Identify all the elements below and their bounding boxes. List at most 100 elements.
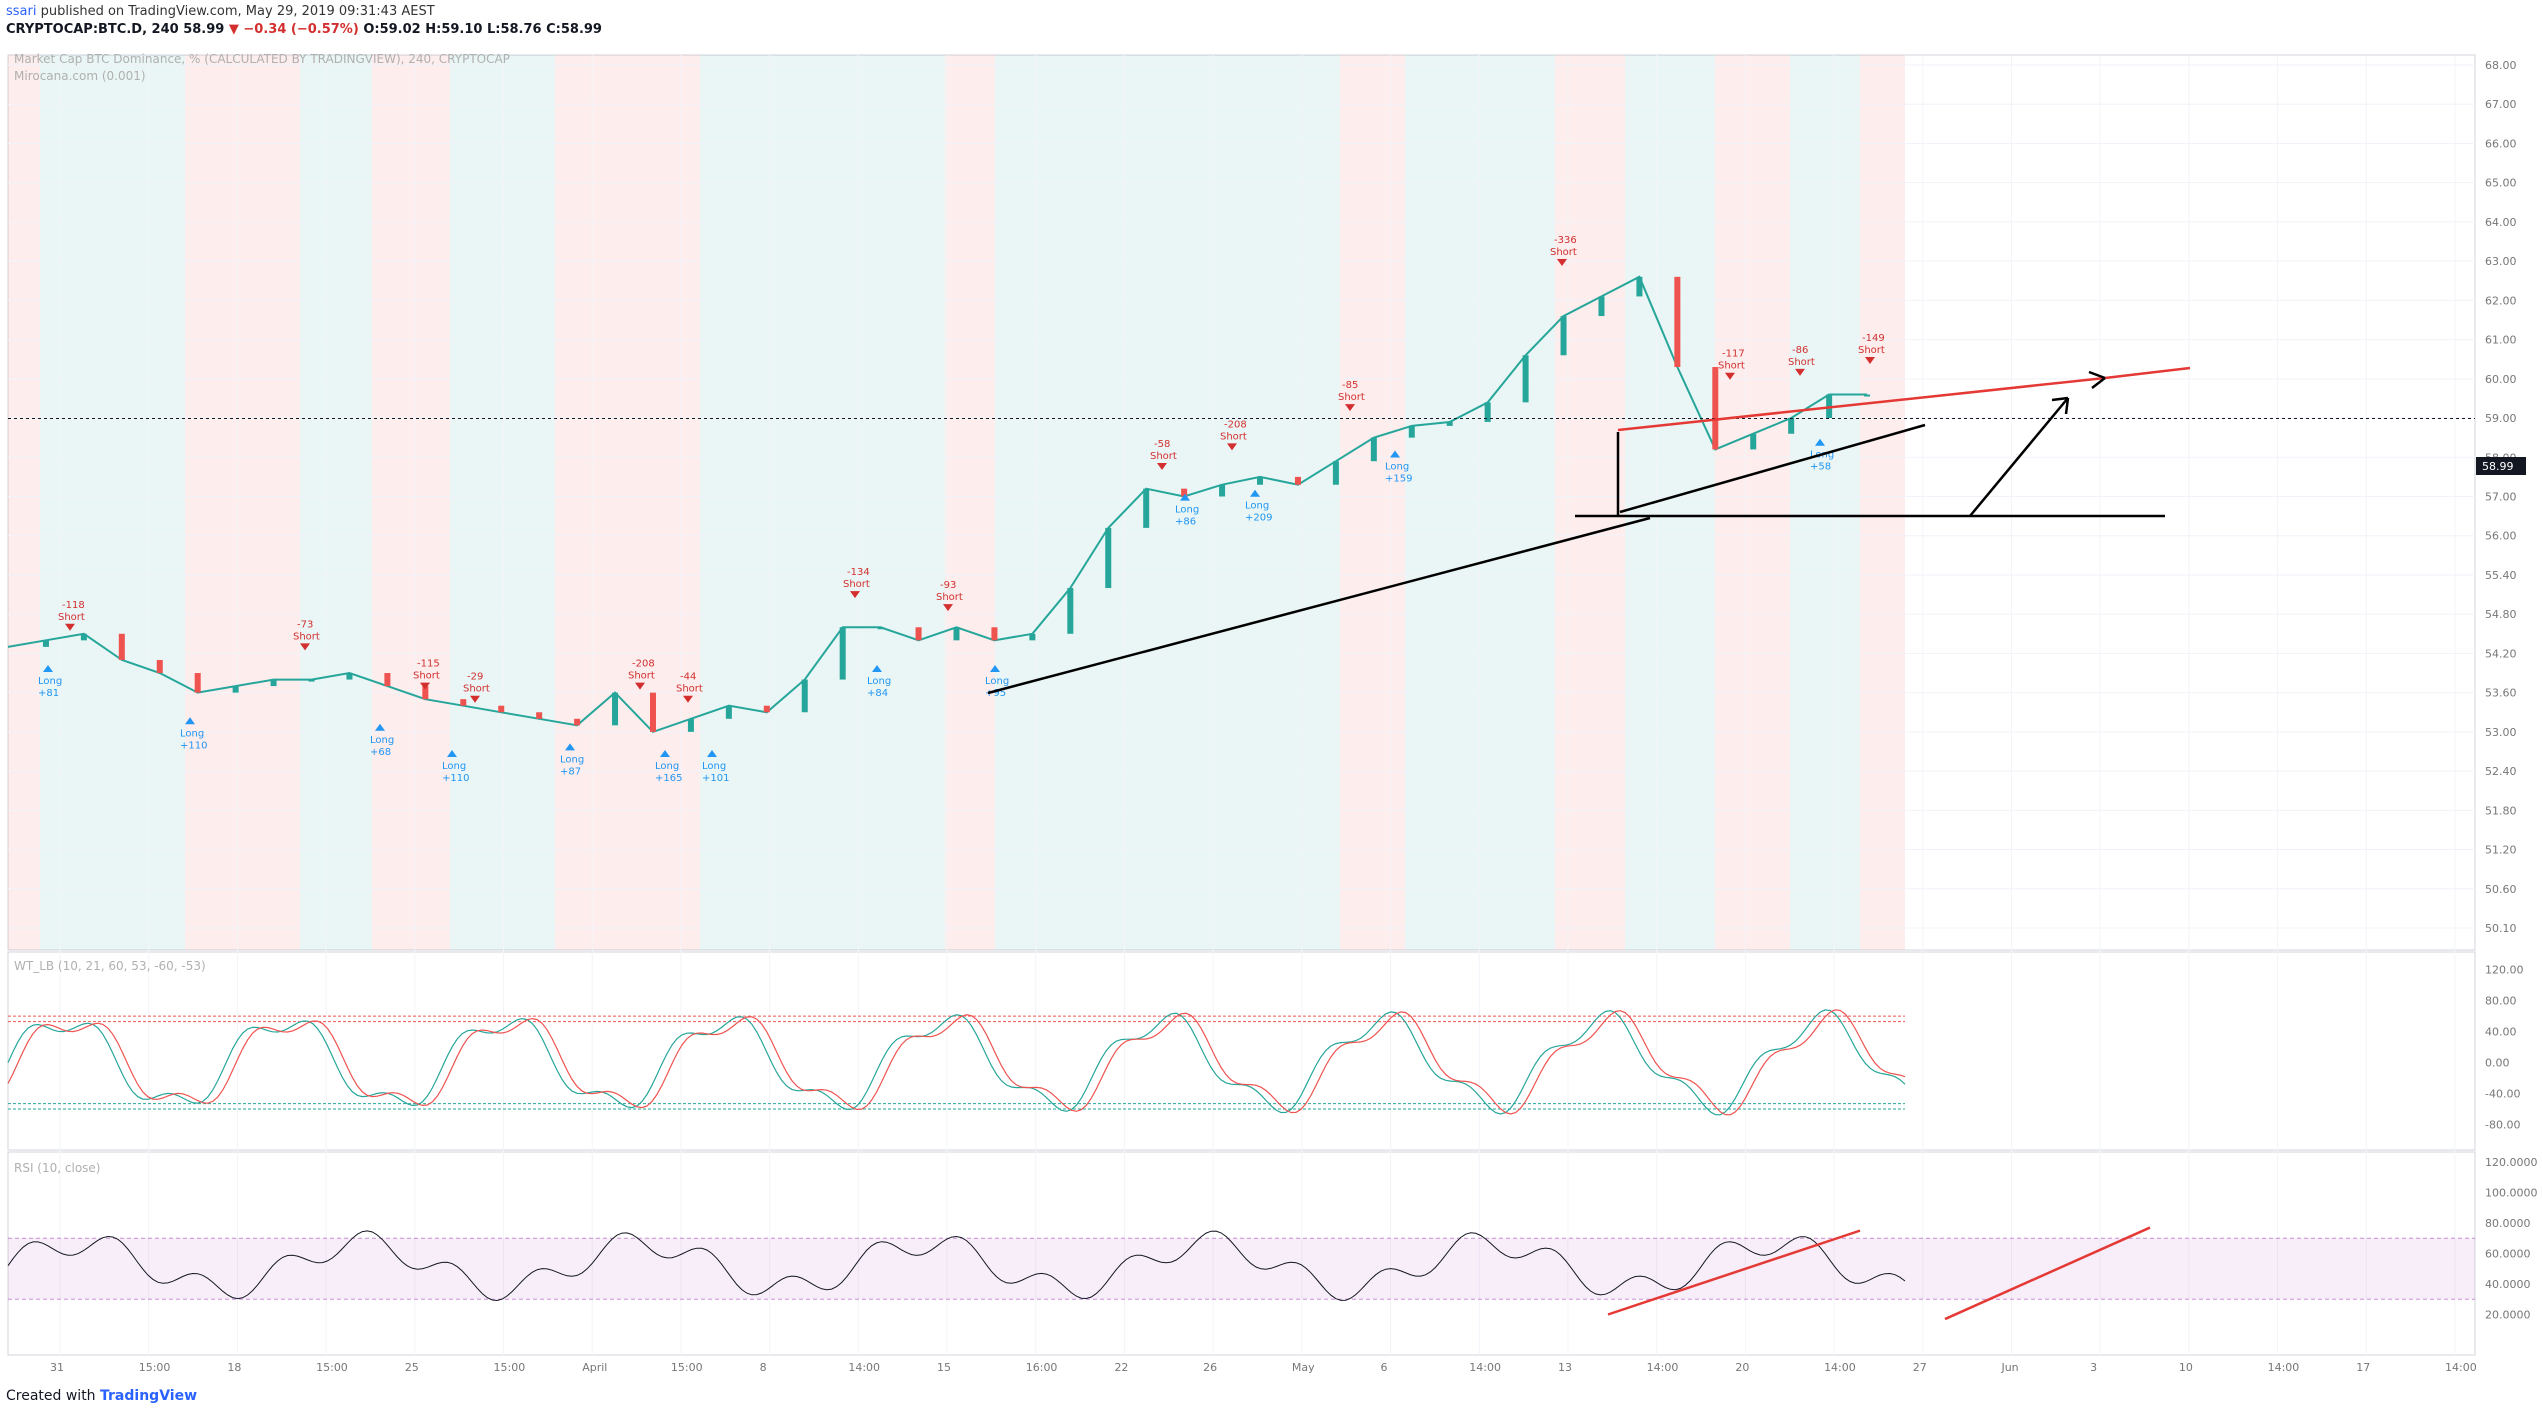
signal-band: [945, 55, 995, 950]
y-tick-label: 52.40: [2485, 765, 2517, 778]
candle: [308, 679, 315, 682]
tradingview-logo[interactable]: TradingView: [100, 1388, 198, 1404]
y-tick-label: 80.00: [2485, 995, 2517, 1008]
signal-band: [1860, 55, 1905, 950]
open-value: 59.02: [379, 22, 421, 37]
y-tick-label: 51.20: [2485, 844, 2517, 857]
candle: [536, 712, 543, 719]
x-tick-label: 16:00: [1026, 1361, 1058, 1374]
y-tick-label: 51.80: [2485, 804, 2517, 817]
y-tick-label: -40.00: [2485, 1088, 2520, 1101]
long-arrow-icon: [660, 749, 670, 757]
candle: [42, 640, 49, 647]
long-arrow-icon: [990, 664, 1000, 672]
username[interactable]: ssari: [6, 4, 37, 19]
trend-line: [1969, 397, 2069, 517]
short-label: Short: [413, 671, 440, 682]
candle: [232, 686, 239, 693]
signal-band: [1340, 55, 1405, 950]
trend-line: [1617, 376, 2106, 432]
y-tick-label: 60.00: [2485, 373, 2517, 386]
long-arrow-icon: [707, 749, 717, 757]
x-tick-label: 27: [1913, 1361, 1927, 1374]
candle: [725, 705, 732, 719]
x-tick-label: April: [582, 1361, 607, 1374]
y-tick-label: 57.00: [2485, 491, 2517, 504]
candle: [460, 699, 467, 706]
long-signal: Long+159: [1385, 450, 1412, 485]
signal-band: [40, 55, 185, 950]
y-tick-label: 54.20: [2485, 647, 2517, 660]
y-tick-label: 56.00: [2485, 530, 2517, 543]
x-tick-label: 10: [2179, 1361, 2193, 1374]
long-arrow-icon: [872, 664, 882, 672]
signal-band: [1715, 55, 1790, 950]
x-tick-label: 15: [937, 1361, 951, 1374]
candle: [270, 679, 277, 687]
main-pane-subtitle: Mirocana.com (0.001): [14, 69, 146, 83]
candle: [194, 673, 201, 693]
long-label: Long: [38, 676, 62, 687]
short-arrow-icon: [1345, 404, 1355, 412]
candle: [801, 679, 808, 713]
candle: [1029, 633, 1036, 641]
y-tick-label: 55.40: [2485, 569, 2517, 582]
arrow-icon: [2088, 370, 2106, 389]
long-arrow-icon: [1180, 493, 1190, 501]
x-tick-label: 14:00: [1469, 1361, 1501, 1374]
y-tick-label: -80.00: [2485, 1119, 2520, 1132]
long-value: +110: [442, 773, 469, 784]
short-value: -208: [632, 659, 655, 670]
short-arrow-icon: [850, 591, 860, 599]
long-label: Long: [1245, 501, 1269, 512]
short-value: -93: [940, 580, 956, 591]
short-arrow-icon: [943, 604, 953, 612]
high-value: 59.10: [441, 22, 483, 37]
short-value: -117: [1722, 349, 1745, 360]
signal-band: [8, 55, 40, 950]
candle: [1750, 433, 1757, 450]
long-signal: Long+87: [560, 743, 584, 777]
short-label: Short: [293, 631, 320, 642]
long-signal: Long+84: [867, 664, 891, 699]
low-value: 58.76: [500, 22, 542, 37]
candle: [1181, 488, 1188, 497]
wt-slow-line: [7, 1009, 1906, 1116]
long-signal: Long+95: [985, 664, 1009, 699]
y-tick-label: 63.00: [2485, 255, 2517, 268]
candle: [1446, 421, 1453, 426]
long-value: +95: [985, 688, 1006, 699]
long-label: Long: [180, 728, 204, 739]
long-signal: Long+110: [442, 749, 469, 784]
long-signal: Long+86: [1175, 493, 1199, 528]
y-tick-label: 60.0000: [2485, 1248, 2531, 1261]
signal-band: [450, 55, 555, 950]
long-signal: Long+165: [655, 749, 682, 784]
long-label: Long: [867, 676, 891, 687]
candle: [839, 627, 846, 680]
candle: [1332, 461, 1339, 485]
x-tick-label: 13: [1558, 1361, 1572, 1374]
candle: [649, 692, 656, 732]
long-label: Long: [1385, 462, 1409, 473]
short-arrow-icon: [300, 643, 310, 651]
arrow-icon: [2051, 396, 2070, 415]
symbol-line: CRYPTOCAP:BTC.D, 240 58.99 ▼ −0.34 (−0.5…: [6, 22, 602, 37]
short-value: -208: [1224, 419, 1247, 430]
candle: [1219, 484, 1226, 497]
candle: [1294, 476, 1301, 485]
long-value: +101: [702, 773, 729, 784]
y-tick-label: 53.60: [2485, 687, 2517, 700]
wt-pane-title: WT_LB (10, 21, 60, 53, -60, -53): [14, 959, 206, 973]
publish-info: ssari published on TradingView.com, May …: [6, 4, 435, 19]
x-tick-label: Jun: [2000, 1361, 2018, 1374]
symbol: CRYPTOCAP:BTC.D, 240: [6, 22, 179, 37]
candle: [1864, 394, 1871, 397]
x-tick-label: 31: [50, 1361, 64, 1374]
signal-band: [300, 55, 372, 950]
